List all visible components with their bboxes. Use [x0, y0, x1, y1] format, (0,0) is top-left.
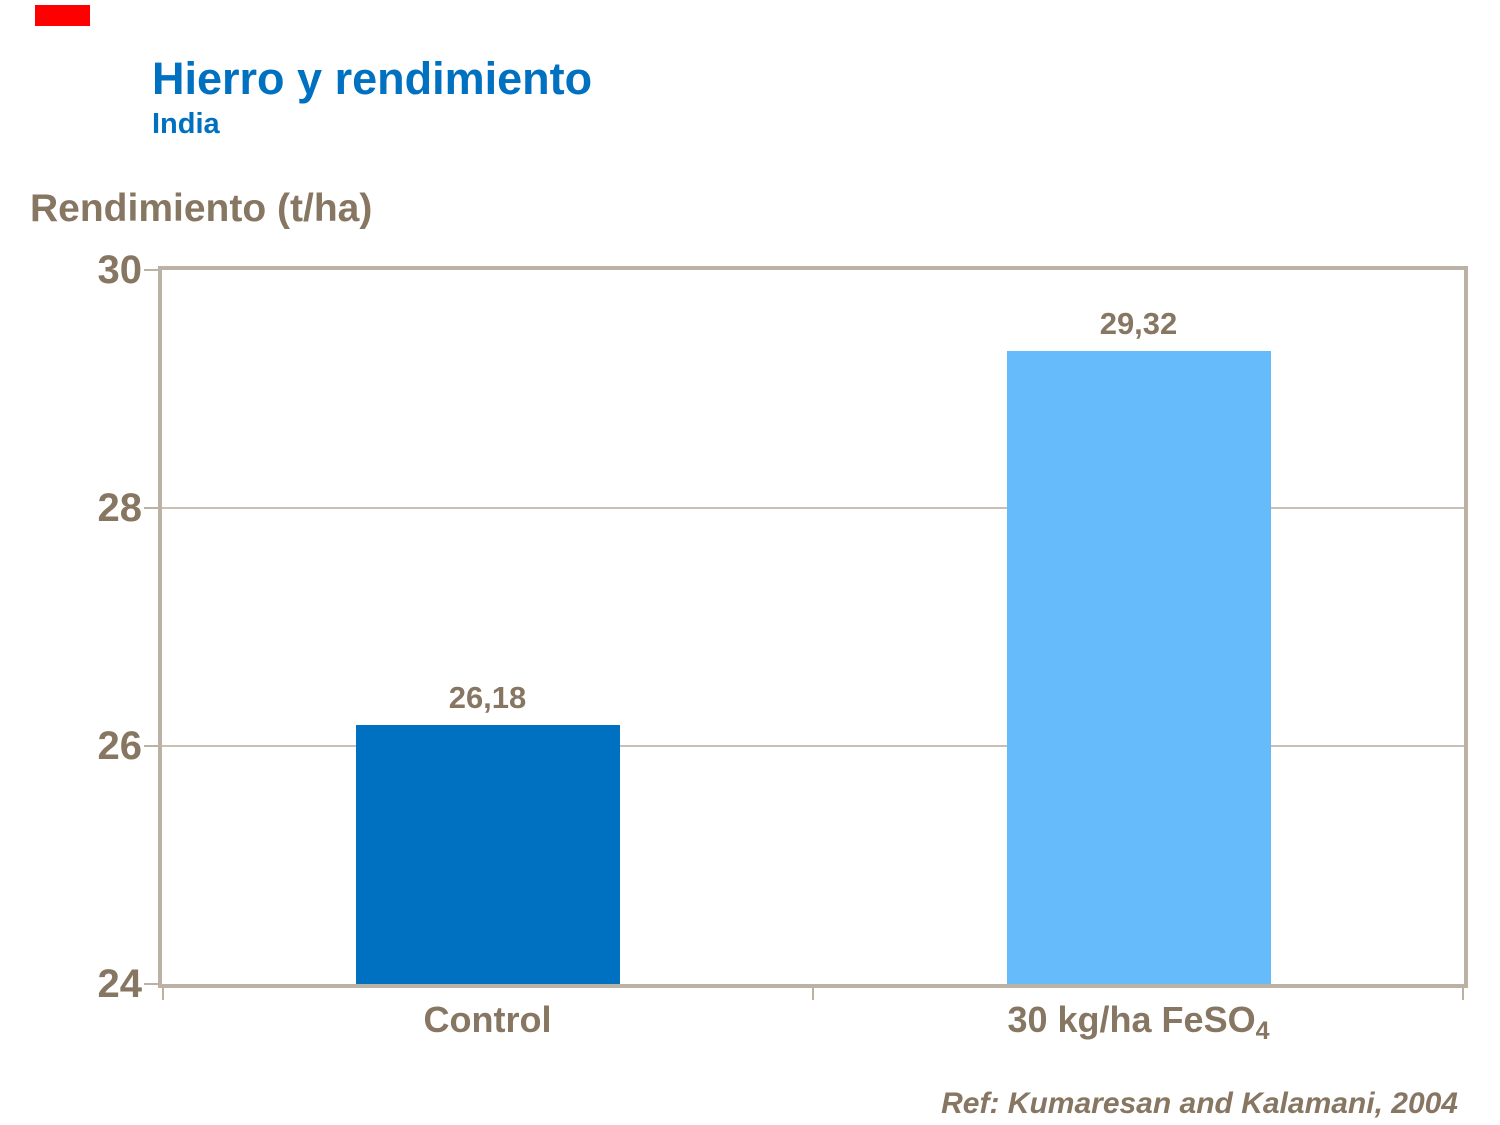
x-category-label: 30 kg/ha FeSO4 [1007, 999, 1270, 1045]
bar-control [355, 724, 620, 984]
chart-title: Hierro y rendimiento [152, 53, 593, 104]
x-category-label: Control [423, 999, 552, 1040]
y-tick-label: 26 [97, 724, 143, 768]
bar-feso4 [1006, 350, 1271, 984]
x-tick-mark [1462, 984, 1464, 1000]
y-tick-mark [144, 269, 162, 271]
y-tick-mark [144, 507, 162, 509]
plot-area: 24 26 28 30 26,18 Control 29,32 30 kg/ha FeSO4 [98, 250, 1468, 1044]
gridline [162, 507, 1464, 509]
x-tick-mark [812, 984, 814, 1000]
chart-subtitle: India [152, 108, 220, 140]
bar-value-label: 26,18 [448, 679, 527, 715]
x-tick-mark [162, 984, 164, 1000]
y-tick-label: 30 [97, 248, 143, 292]
bar-value-label: 29,32 [1099, 305, 1178, 341]
gridline [162, 745, 1464, 747]
reference-citation: Ref: Kumaresan and Kalamani, 2004 [941, 1087, 1458, 1120]
y-tick-label: 28 [97, 486, 143, 530]
y-tick-mark [144, 983, 162, 985]
red-corner-mark [35, 5, 90, 26]
subscript: 4 [1255, 1017, 1270, 1045]
y-tick-mark [144, 745, 162, 747]
y-axis-title: Rendimiento (t/ha) [30, 187, 373, 230]
y-tick-label: 24 [97, 962, 143, 1006]
